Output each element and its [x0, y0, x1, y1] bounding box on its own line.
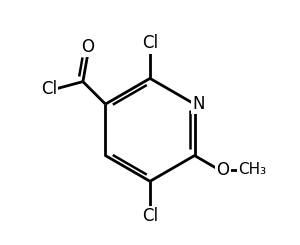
Text: N: N — [193, 95, 205, 113]
Text: CH₃: CH₃ — [238, 162, 266, 177]
Text: O: O — [81, 37, 94, 56]
Text: Cl: Cl — [142, 34, 158, 52]
Text: Cl: Cl — [41, 80, 57, 98]
Text: Cl: Cl — [142, 207, 158, 225]
Text: O: O — [216, 161, 230, 179]
